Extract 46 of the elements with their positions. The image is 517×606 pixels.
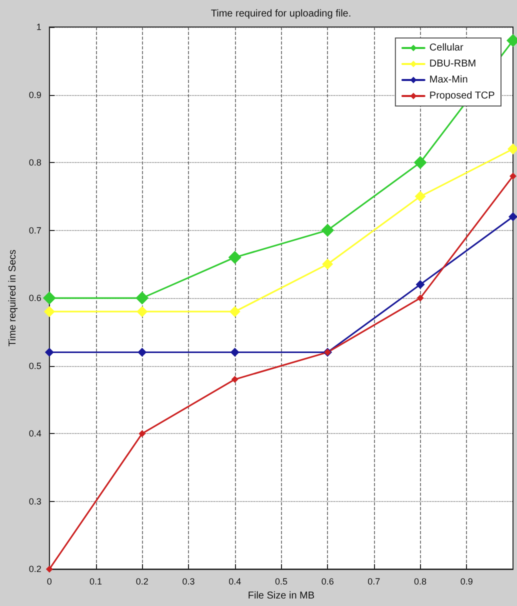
x-axis-title: File Size in MB (248, 590, 315, 602)
x-tick-label: 0.6 (321, 576, 334, 587)
point (46, 566, 53, 573)
x-tick-label: 0.9 (460, 576, 473, 587)
point (136, 292, 149, 305)
point (138, 430, 146, 438)
legend-label: Proposed TCP (429, 90, 496, 102)
y-tick-label: 0.9 (28, 90, 42, 100)
y-tick-label: 1 (36, 22, 42, 32)
point (508, 212, 517, 222)
legend-label: Cellular (429, 42, 464, 54)
y-tick-label: 0.3 (28, 496, 42, 506)
y-tick-label: 0.4 (28, 428, 42, 439)
point (414, 190, 426, 202)
point (228, 250, 242, 264)
point (230, 348, 240, 357)
x-tick-label: 0 (46, 576, 52, 587)
y-tick-label: 0.7 (28, 225, 42, 236)
point (229, 306, 240, 318)
point (136, 306, 148, 318)
x-tick-label: 0.3 (182, 576, 195, 587)
point (44, 306, 55, 318)
x-tick-label: 0.4 (228, 576, 242, 587)
point (416, 294, 424, 302)
point (322, 258, 334, 270)
chart-title: Time required for uploading file. (210, 8, 352, 20)
legend-label: DBU-RBM (429, 58, 476, 70)
y-tick-label: 0.8 (28, 158, 42, 168)
point (414, 156, 427, 170)
y-tick-label: 0.6 (28, 293, 42, 304)
y-axis-title: Time required in Secs (8, 250, 18, 346)
point (44, 348, 54, 357)
point (42, 292, 56, 305)
x-tick-label: 0.8 (414, 576, 427, 587)
point (231, 376, 238, 383)
point (321, 224, 334, 237)
x-tick-label: 0.1 (90, 576, 102, 587)
x-tick-label: 0.5 (274, 576, 288, 587)
x-tick-label: 0.2 (136, 576, 148, 587)
point (138, 348, 147, 357)
point (510, 172, 516, 180)
point (416, 280, 425, 289)
y-tick-label: 0.2 (28, 564, 42, 574)
x-tick-label: 0.7 (368, 576, 380, 587)
legend-label: Max-Min (429, 74, 468, 86)
y-tick-label: 0.5 (28, 360, 42, 371)
